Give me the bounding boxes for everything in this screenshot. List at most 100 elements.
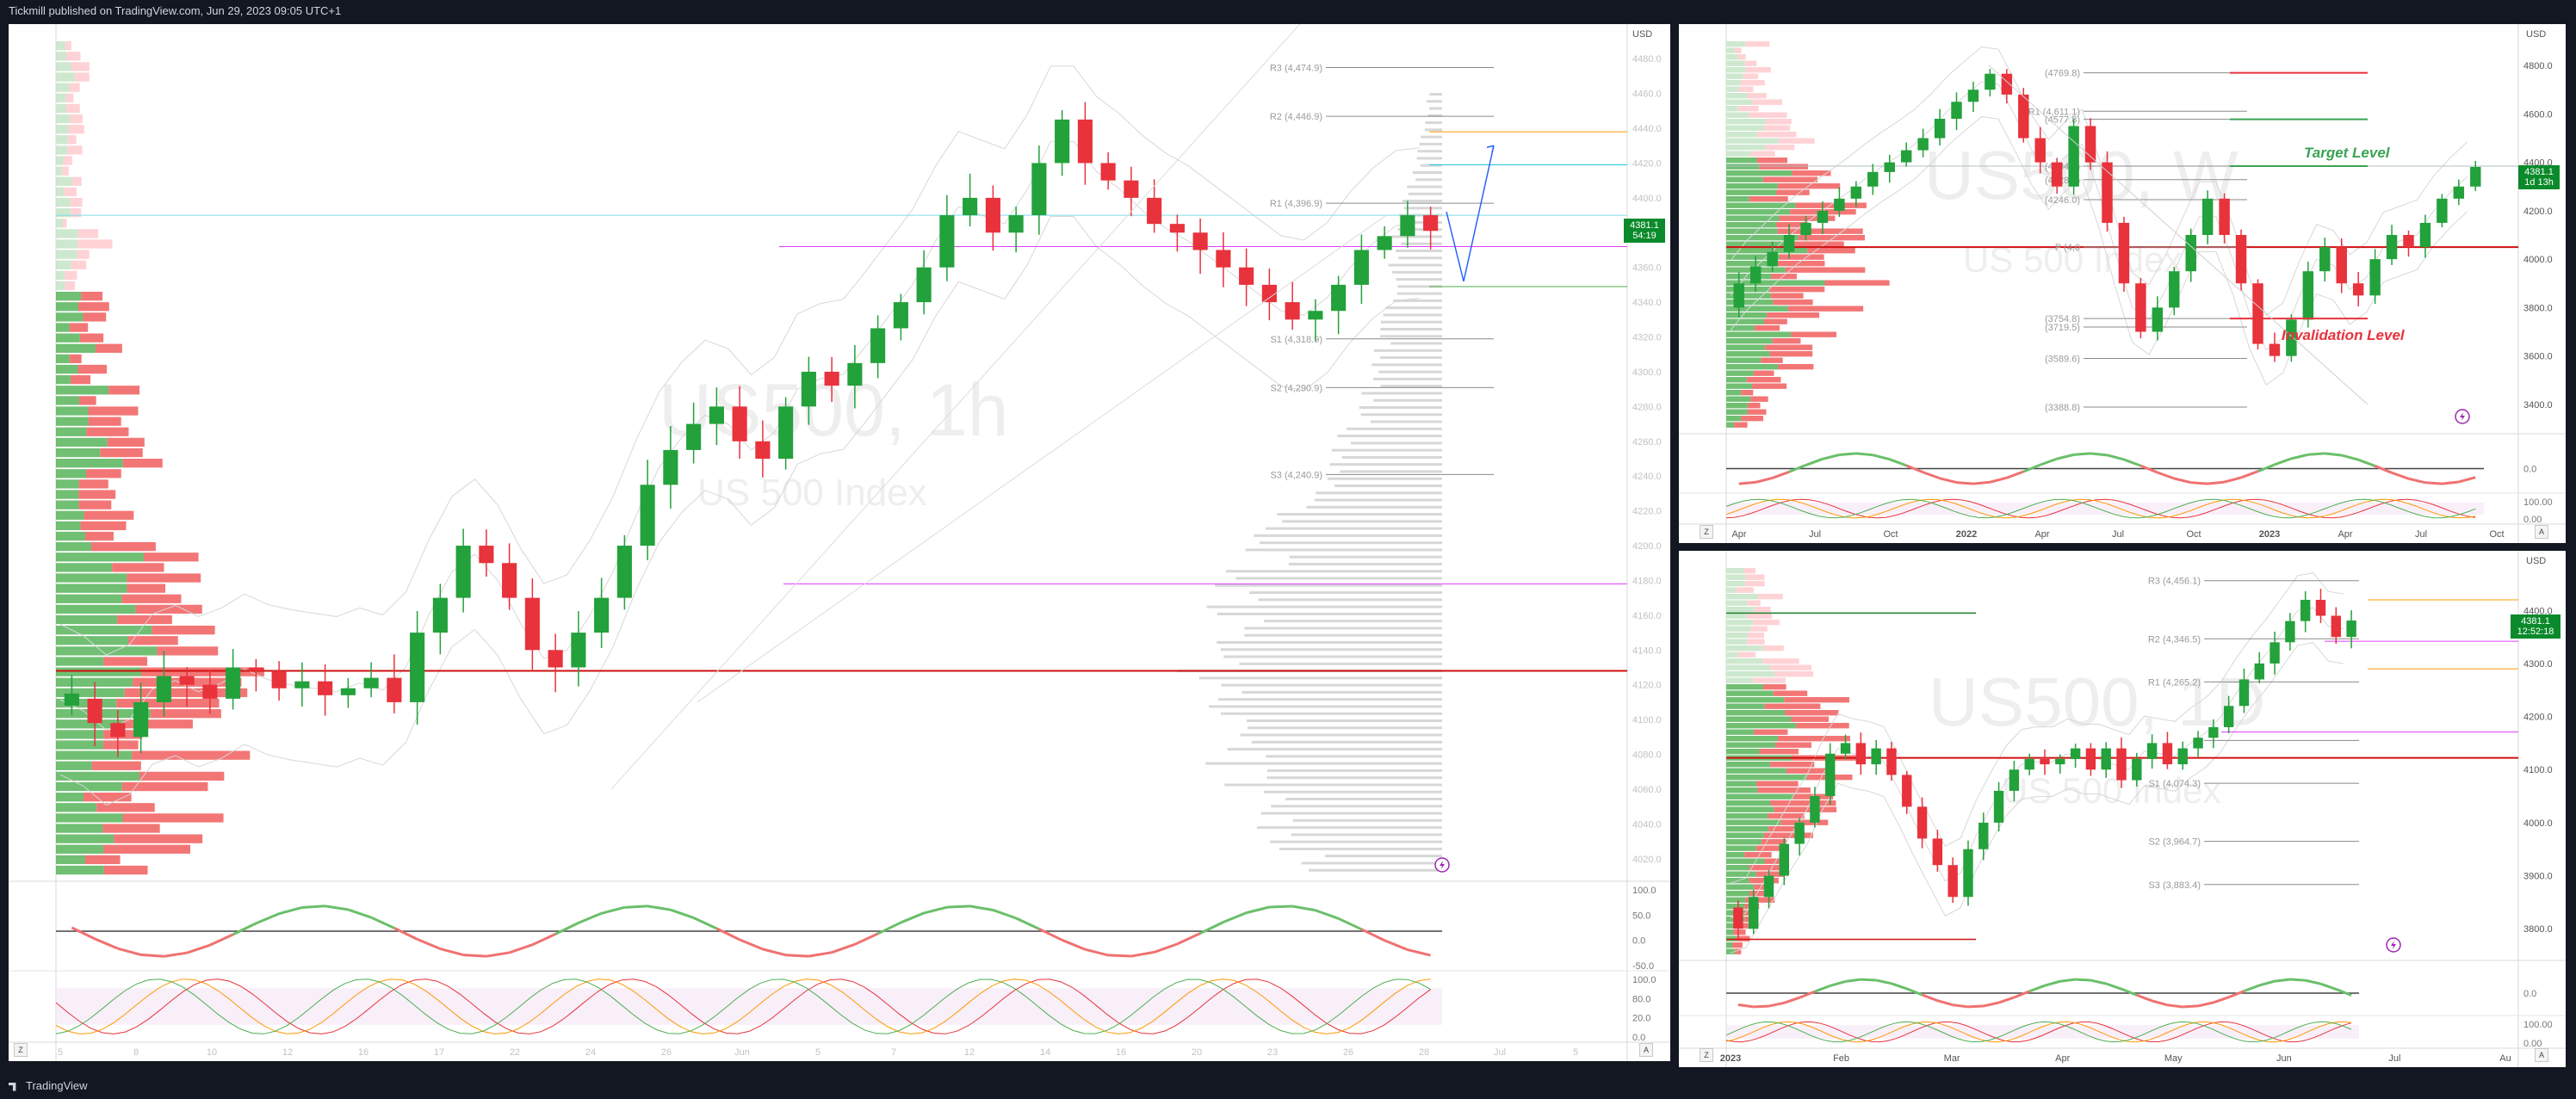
candle-body	[801, 371, 816, 407]
volume-profile-bar-up	[1726, 47, 1736, 53]
candle-body	[1733, 907, 1743, 929]
momentum-line-segment	[2325, 452, 2342, 457]
volume-profile-bar-down	[1741, 80, 1765, 86]
volume-profile-bar-down	[71, 176, 82, 186]
volume-profile-bar-up	[1726, 677, 1754, 683]
time-axis-label: Apr	[1731, 529, 1746, 540]
momentum-line-segment	[1291, 905, 1316, 912]
session-volume-bar	[1209, 705, 1442, 708]
volume-profile-bar-down	[1765, 344, 1813, 350]
price-axis-label: 4460.0	[1632, 90, 1662, 100]
price-axis-label: 4400.0	[1632, 194, 1662, 204]
momentum-line-segment	[692, 917, 718, 930]
price-axis-label: 4300.0	[2523, 659, 2553, 670]
price-axis-label: 4440.0	[1632, 124, 1662, 134]
candle-body	[2286, 319, 2297, 356]
price-axis-label: 4240.0	[1632, 472, 1662, 482]
volume-profile-bar-down	[78, 500, 112, 509]
weekly-chart-canvas[interactable]: (4769.8)R1 (4,611.1)(4577.8)(4384.5)(432…	[1679, 24, 2566, 543]
time-axis-label: 23	[1267, 1047, 1278, 1058]
invalidation-level-label: Invalidation Level	[2282, 327, 2405, 343]
volume-profile-bar-up	[56, 312, 84, 322]
chart-pane-hourly[interactable]: US500, 1h US 500 Index R3 (4,474.9) R2 (4…	[9, 24, 1670, 1061]
volume-profile-bar-up	[1726, 742, 1775, 748]
session-volume-bar	[1341, 455, 1442, 459]
volume-profile-bar-down	[67, 135, 77, 145]
volume-profile-bar-up	[1726, 306, 1788, 312]
volume-profile-bar-down	[1733, 929, 1746, 935]
publish-header-text: Tickmill published on TradingView.com, J…	[9, 4, 342, 17]
candle-body	[2040, 758, 2050, 765]
pivot-level-label: (3754.8)	[2045, 314, 2080, 324]
volume-profile-bar-up	[1726, 762, 1771, 768]
volume-profile-bar-down	[1787, 306, 1864, 312]
zoom-reset-button[interactable]: Z	[1700, 1048, 1713, 1062]
momentum-line-segment	[531, 933, 556, 947]
volume-profile-bar-down	[88, 417, 121, 426]
session-volume-bar	[1397, 228, 1442, 232]
candle-body	[755, 441, 771, 459]
zoom-reset-button[interactable]: Z	[1700, 525, 1713, 539]
session-volume-bar	[1385, 306, 1442, 310]
volume-profile-bar-down	[1754, 729, 1788, 735]
time-axis-label: Oct	[2186, 529, 2201, 540]
time-axis-label: 7	[891, 1047, 896, 1058]
volume-profile-bar-down	[1736, 935, 1750, 942]
price-axis-label: 4280.0	[1632, 402, 1662, 412]
volume-profile-bar-down	[1778, 138, 1815, 144]
volume-profile-bar-down	[117, 614, 172, 625]
volume-profile-bar-up	[1726, 293, 1771, 299]
candle-body	[1377, 236, 1392, 250]
volume-profile-bar-up	[56, 386, 109, 395]
auto-scale-button[interactable]: A	[2535, 525, 2548, 539]
momentum-line-segment	[2257, 463, 2276, 473]
momentum-line-segment	[578, 911, 603, 924]
momentum-line-segment	[2157, 471, 2175, 480]
momentum-line-segment	[785, 954, 809, 958]
hourly-chart-canvas[interactable]: R3 (4,474.9) R2 (4,446.9) R1 (4,396.9) S1 (…	[9, 24, 1670, 1061]
volume-profile-bar-down	[78, 479, 108, 489]
volume-profile-bar-down	[139, 771, 225, 781]
session-volume-bar	[1403, 207, 1442, 210]
last-price-badge: 4381.1 54:19	[1624, 219, 1665, 243]
stochastic-line	[55, 979, 1431, 1034]
candle-body	[2208, 726, 2219, 738]
volume-profile-bar-up	[1726, 228, 1778, 234]
candle-body	[1239, 267, 1254, 285]
candle-body	[226, 667, 241, 699]
candle-body	[2352, 283, 2364, 296]
volume-profile-bar-down	[1764, 703, 1821, 709]
zoom-reset-button[interactable]: Z	[14, 1043, 28, 1057]
volume-profile-bar-up	[1726, 125, 1764, 131]
session-volume-bar	[1378, 370, 1442, 374]
candle-body	[2118, 222, 2130, 284]
chart-pane-daily[interactable]: US500, 1D US 500 Index R3 (4,456.1) R2 (4…	[1679, 551, 2566, 1067]
momentum-line-segment	[1223, 911, 1248, 923]
session-volume-bar	[1316, 491, 1442, 495]
volume-profile-bar-down	[1774, 742, 1811, 748]
session-volume-bar	[1350, 441, 1442, 445]
volume-profile-bar-up	[56, 698, 117, 708]
auto-scale-button[interactable]: A	[1639, 1043, 1653, 1057]
session-volume-bar	[1251, 740, 1442, 744]
volume-profile-bar-down	[1778, 364, 1814, 370]
daily-chart-canvas[interactable]: R3 (4,456.1)R2 (4,346.5)R1 (4,265.2)PS1 …	[1679, 551, 2566, 1067]
momentum-line-segment	[2375, 465, 2393, 474]
volume-profile-bar-down	[157, 646, 219, 656]
volume-profile-bar-down	[1754, 884, 1773, 890]
momentum-line-segment	[1130, 950, 1155, 958]
volume-profile-bar-down	[71, 208, 82, 218]
volume-profile-bar-down	[70, 114, 83, 124]
momentum-line-segment	[969, 905, 994, 911]
volume-profile-bar-up	[56, 260, 71, 269]
auto-scale-button[interactable]: A	[2535, 1048, 2548, 1062]
volume-profile-bar-up	[56, 667, 142, 676]
price-axis-label: 3600.0	[2523, 352, 2553, 362]
momentum-line-segment	[1783, 996, 1800, 1004]
footer-bar: TradingView	[0, 1073, 2576, 1099]
chart-pane-weekly[interactable]: US500, W US 500 Index (4769.8) R1 (4,611.…	[1679, 24, 2566, 543]
volume-profile-bar-down	[1747, 639, 1765, 645]
session-volume-bar	[1292, 818, 1442, 822]
volume-profile-bar-up	[1726, 736, 1778, 742]
volume-profile-bar-down	[88, 406, 139, 416]
